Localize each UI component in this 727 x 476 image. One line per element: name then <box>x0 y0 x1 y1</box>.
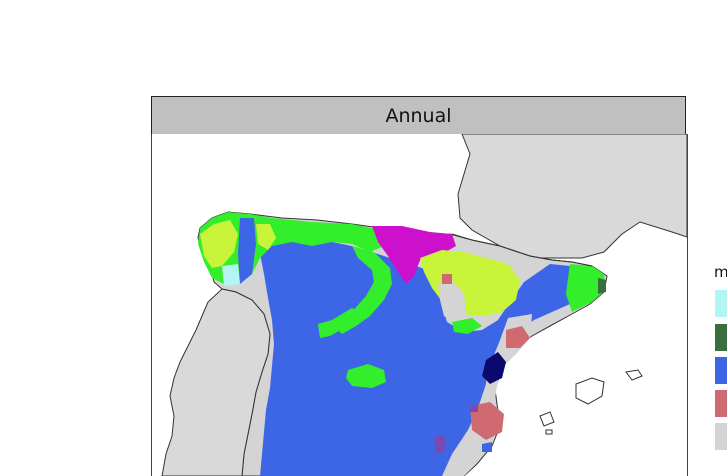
france-spain-border <box>451 233 593 267</box>
iberia-map <box>161 134 687 476</box>
blue-region-northwest <box>238 218 256 284</box>
panel-title: Annual <box>385 104 452 127</box>
legend-swatch-cyan <box>715 290 727 317</box>
dark-green-region-catalonia <box>598 278 606 294</box>
france-landmass <box>457 134 687 259</box>
cyan-region <box>222 264 240 286</box>
legend-swatch-dark-green <box>715 324 727 351</box>
yellow-green-region-asturias <box>256 224 276 250</box>
purple-spot <box>470 404 478 412</box>
menorca-island <box>625 369 643 381</box>
salmon-region-alicante <box>470 402 504 440</box>
mallorca-island <box>575 377 605 405</box>
map-panel <box>151 134 688 476</box>
light-green-region-catalonia <box>566 264 606 312</box>
salmon-region-valencia-north <box>506 326 530 348</box>
panel-title-strip: Annual <box>151 96 686 135</box>
formentera-island <box>545 429 553 435</box>
light-green-blob-center <box>346 364 386 388</box>
salmon-spot-ebro <box>442 274 452 284</box>
legend-swatch-salmon <box>715 390 727 417</box>
portugal-landmass <box>161 288 271 476</box>
light-green-band-duero <box>318 308 360 338</box>
magenta-region <box>372 226 456 284</box>
ibiza-island <box>539 411 555 427</box>
grey-region-ebro <box>438 280 466 324</box>
navy-region <box>482 352 506 384</box>
blue-spot-southeast <box>482 442 492 452</box>
legend-swatch-grey <box>715 423 727 450</box>
grey-region-east <box>442 314 532 476</box>
purple-region <box>434 434 446 454</box>
legend-swatch-blue <box>715 357 727 384</box>
light-green-patch-south-ebro <box>452 318 482 334</box>
legend-title: m <box>714 263 727 281</box>
light-green-arc-cantabrian <box>336 246 392 334</box>
blue-region <box>260 238 584 476</box>
yellow-green-region-northwest <box>200 220 238 268</box>
